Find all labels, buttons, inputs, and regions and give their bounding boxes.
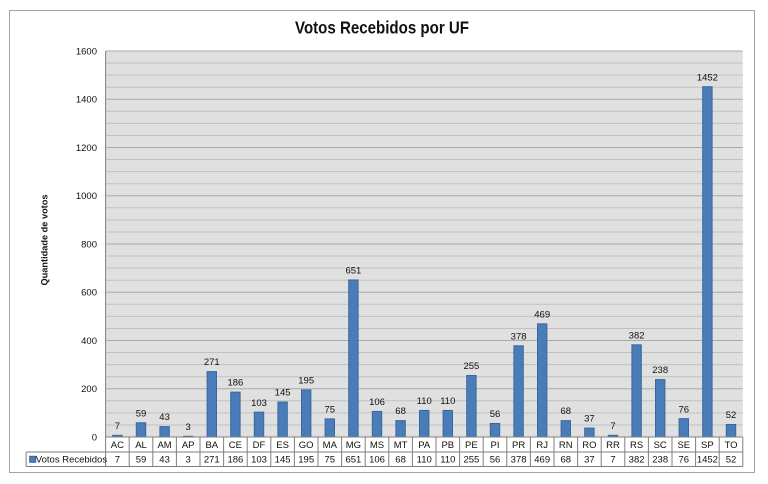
- svg-text:PB: PB: [441, 440, 454, 451]
- svg-text:1452: 1452: [697, 72, 718, 83]
- svg-text:1452: 1452: [697, 455, 718, 466]
- svg-text:ES: ES: [276, 440, 289, 451]
- svg-text:56: 56: [490, 455, 501, 466]
- svg-text:255: 255: [463, 455, 479, 466]
- svg-text:BA: BA: [205, 440, 218, 451]
- svg-text:106: 106: [369, 455, 385, 466]
- svg-text:271: 271: [204, 357, 220, 368]
- svg-text:651: 651: [345, 455, 361, 466]
- svg-text:AP: AP: [182, 440, 195, 451]
- svg-text:106: 106: [369, 397, 385, 408]
- svg-text:68: 68: [395, 406, 406, 417]
- svg-text:3: 3: [186, 455, 191, 466]
- svg-text:RR: RR: [606, 440, 620, 451]
- svg-text:110: 110: [417, 455, 432, 466]
- svg-text:7: 7: [115, 421, 120, 432]
- svg-text:68: 68: [561, 455, 572, 466]
- svg-text:110: 110: [440, 396, 455, 407]
- svg-text:DF: DF: [253, 440, 266, 451]
- svg-text:RS: RS: [630, 440, 643, 451]
- svg-text:110: 110: [417, 396, 432, 407]
- svg-text:103: 103: [251, 398, 267, 409]
- svg-text:382: 382: [629, 330, 645, 341]
- svg-text:TO: TO: [724, 440, 737, 451]
- svg-text:1400: 1400: [76, 95, 97, 106]
- svg-text:MA: MA: [323, 440, 338, 451]
- svg-text:145: 145: [275, 455, 291, 466]
- svg-text:SP: SP: [701, 440, 714, 451]
- svg-text:0: 0: [92, 432, 97, 443]
- svg-text:3: 3: [186, 422, 191, 433]
- svg-text:AL: AL: [135, 440, 147, 451]
- svg-text:469: 469: [534, 455, 550, 466]
- svg-text:145: 145: [275, 388, 291, 399]
- svg-text:37: 37: [584, 455, 595, 466]
- svg-text:75: 75: [325, 455, 336, 466]
- svg-text:76: 76: [679, 455, 690, 466]
- svg-text:238: 238: [652, 455, 668, 466]
- svg-text:186: 186: [227, 378, 243, 389]
- svg-text:RJ: RJ: [536, 440, 548, 451]
- svg-text:RN: RN: [559, 440, 573, 451]
- svg-text:Quantidade de votos: Quantidade de votos: [39, 195, 50, 286]
- svg-text:52: 52: [726, 410, 737, 421]
- svg-text:195: 195: [298, 376, 314, 387]
- svg-text:271: 271: [204, 455, 220, 466]
- svg-text:Votos Recebidos: Votos Recebidos: [36, 455, 108, 466]
- svg-text:AM: AM: [157, 440, 171, 451]
- svg-text:GO: GO: [299, 440, 314, 451]
- svg-text:7: 7: [115, 455, 120, 466]
- svg-text:AC: AC: [111, 440, 124, 451]
- svg-text:110: 110: [440, 455, 455, 466]
- svg-text:7: 7: [610, 421, 615, 432]
- svg-text:PR: PR: [512, 440, 525, 451]
- svg-text:800: 800: [81, 239, 97, 250]
- svg-text:1600: 1600: [76, 46, 97, 57]
- svg-text:238: 238: [652, 365, 668, 376]
- svg-text:378: 378: [511, 455, 527, 466]
- svg-text:200: 200: [81, 384, 97, 395]
- svg-text:255: 255: [463, 361, 479, 372]
- svg-text:RO: RO: [582, 440, 596, 451]
- svg-text:MT: MT: [394, 440, 408, 451]
- svg-text:75: 75: [325, 405, 336, 416]
- svg-text:Votos Recebidos por UF: Votos Recebidos por UF: [295, 18, 469, 38]
- svg-text:186: 186: [227, 455, 243, 466]
- svg-text:68: 68: [561, 406, 572, 417]
- svg-text:CE: CE: [229, 440, 242, 451]
- svg-text:378: 378: [511, 331, 527, 342]
- svg-text:56: 56: [490, 409, 501, 420]
- svg-text:1000: 1000: [76, 191, 97, 202]
- svg-text:MS: MS: [370, 440, 384, 451]
- svg-text:PI: PI: [491, 440, 500, 451]
- svg-text:195: 195: [298, 455, 314, 466]
- svg-text:400: 400: [81, 336, 97, 347]
- svg-text:68: 68: [395, 455, 406, 466]
- svg-text:MG: MG: [346, 440, 361, 451]
- svg-text:59: 59: [136, 408, 147, 419]
- svg-text:382: 382: [629, 455, 645, 466]
- svg-text:469: 469: [534, 309, 550, 320]
- svg-text:43: 43: [159, 455, 170, 466]
- svg-text:43: 43: [159, 412, 170, 423]
- svg-text:37: 37: [584, 414, 595, 425]
- svg-text:103: 103: [251, 455, 267, 466]
- svg-text:76: 76: [679, 404, 690, 415]
- svg-text:59: 59: [136, 455, 147, 466]
- svg-text:52: 52: [726, 455, 737, 466]
- svg-text:SE: SE: [677, 440, 690, 451]
- svg-text:SC: SC: [654, 440, 667, 451]
- svg-text:7: 7: [610, 455, 615, 466]
- svg-text:PE: PE: [465, 440, 478, 451]
- svg-text:651: 651: [345, 266, 361, 277]
- svg-text:1200: 1200: [76, 143, 97, 154]
- svg-text:600: 600: [81, 288, 97, 299]
- svg-text:PA: PA: [418, 440, 431, 451]
